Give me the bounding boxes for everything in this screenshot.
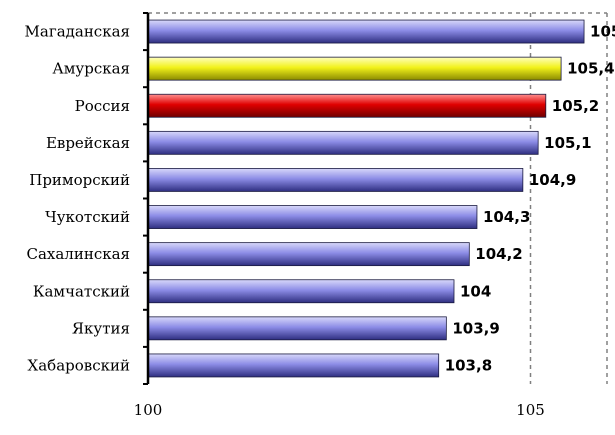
- bar-0: [147, 19, 585, 44]
- value-label-7: 104: [460, 282, 491, 300]
- bar-4: [147, 168, 524, 192]
- value-label-2: 105,2: [552, 97, 599, 115]
- category-label-7: Камчатский: [33, 282, 130, 300]
- labels-layer: Магаданская 105,7 Амурская 105,4 Россия 105,2…: [25, 23, 615, 419]
- bar-7: [147, 279, 455, 304]
- category-label-8: Якутия: [72, 319, 130, 337]
- value-label-0: 105,7: [590, 23, 615, 41]
- bars-layer: [147, 19, 585, 378]
- category-label-0: Магаданская: [25, 23, 130, 41]
- value-label-6: 104,2: [475, 245, 522, 263]
- value-label-8: 103,9: [452, 319, 499, 337]
- category-label-9: Хабаровский: [28, 356, 130, 374]
- value-label-1: 105,4: [567, 60, 614, 78]
- category-label-4: Приморский: [29, 171, 130, 189]
- value-label-5: 104,3: [483, 208, 530, 226]
- bar-5: [147, 205, 478, 229]
- bar-3: [147, 130, 539, 155]
- x-tick-label-1: 105: [516, 401, 545, 419]
- category-label-3: Еврейская: [46, 134, 130, 152]
- category-label-1: Амурская: [52, 60, 130, 78]
- category-label-2: Россия: [75, 97, 130, 115]
- bar-6: [147, 242, 470, 267]
- value-label-9: 103,8: [445, 356, 492, 374]
- bar-2: [147, 93, 547, 118]
- category-label-5: Чукотский: [45, 208, 130, 226]
- x-tick-label-0: 100: [134, 401, 163, 419]
- bar-8: [147, 316, 447, 341]
- value-label-4: 104,9: [529, 171, 576, 189]
- value-label-3: 105,1: [544, 134, 591, 152]
- category-label-6: Сахалинская: [26, 245, 130, 263]
- bar-9: [147, 353, 440, 378]
- axis-layer: [143, 12, 150, 385]
- grid-layer: [148, 12, 608, 384]
- bar-1: [147, 56, 562, 81]
